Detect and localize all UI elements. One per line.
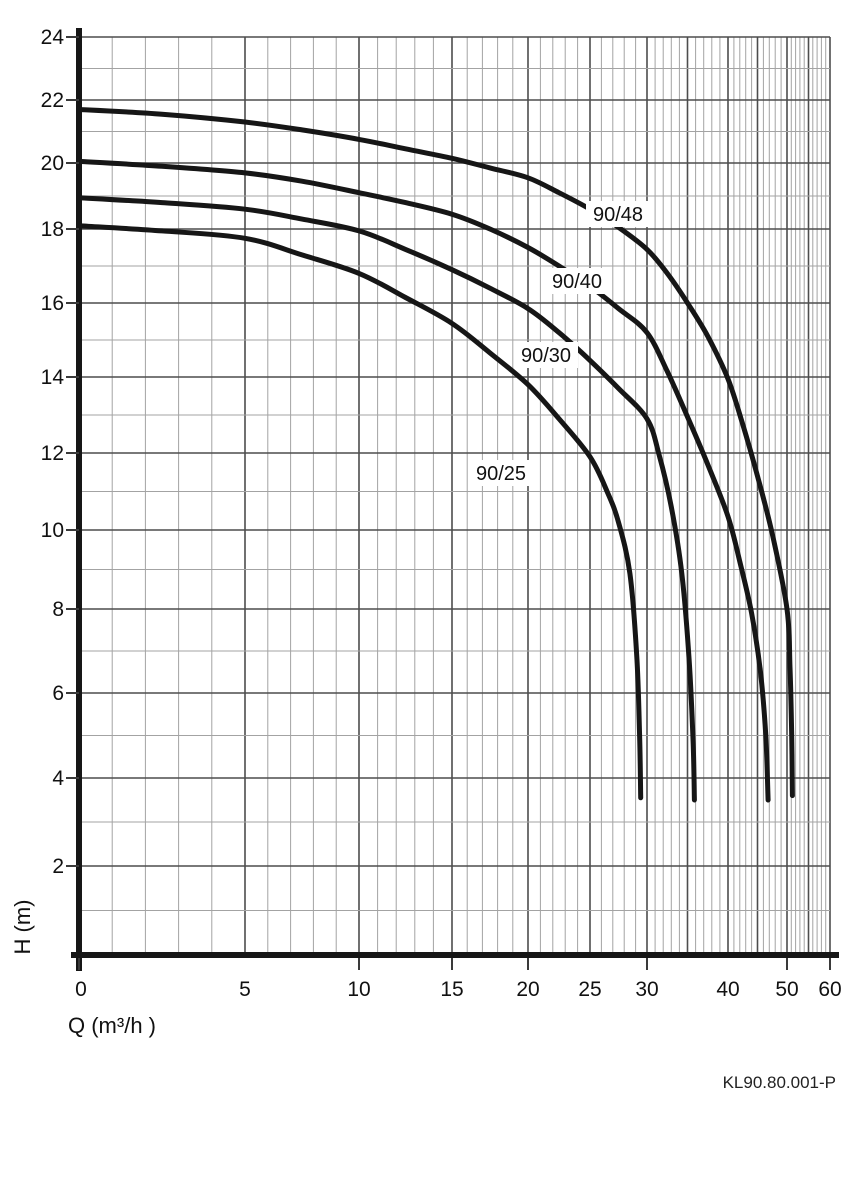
x-tick-label: 40 <box>716 978 739 1001</box>
y-tick-label: 6 <box>52 682 64 705</box>
x-axis-title: Q (m³/h ) <box>68 1013 156 1038</box>
y-tick-label: 2 <box>52 855 64 878</box>
y-axis-title: H (m) <box>10 900 35 955</box>
y-tick-label: 12 <box>41 442 64 465</box>
x-tick-label: 0 <box>75 978 87 1001</box>
x-tick-label: 30 <box>635 978 658 1001</box>
y-tick-label: 18 <box>41 218 64 241</box>
y-tick-label: 8 <box>52 598 64 621</box>
y-tick-label: 22 <box>41 89 64 112</box>
pump-curve-90-48 <box>76 107 795 799</box>
x-tick-label: 60 <box>818 978 841 1001</box>
curve-label: 90/30 <box>521 345 571 367</box>
y-tick-label: 10 <box>41 519 64 542</box>
y-tick-label: 4 <box>52 767 64 790</box>
x-tick-label: 20 <box>516 978 539 1001</box>
pump-curves <box>76 107 795 803</box>
curve-labels: 90/48 90/40 90/30 90/25 <box>469 201 650 486</box>
x-tick-label: 50 <box>775 978 798 1001</box>
tick-marks <box>66 36 831 970</box>
curve-label-bg <box>545 268 609 294</box>
x-tick-label: 15 <box>440 978 463 1001</box>
y-tick-label: 24 <box>41 26 65 49</box>
axes <box>71 28 839 971</box>
x-tick-label: 5 <box>239 978 251 1001</box>
pump-curve-90-25 <box>76 223 644 801</box>
curve-label: 90/40 <box>552 271 602 293</box>
curve-label-bg <box>514 342 578 368</box>
x-tick-label: 10 <box>347 978 370 1001</box>
y-tick-label: 20 <box>41 152 64 175</box>
y-tick-label: 14 <box>41 366 65 389</box>
curve-label: 90/25 <box>476 463 526 485</box>
x-tick-label: 25 <box>578 978 601 1001</box>
curve-label: 90/48 <box>593 204 643 226</box>
y-tick-label: 16 <box>41 292 64 315</box>
pump-curve-90-30 <box>76 195 697 803</box>
curve-label-bg <box>469 460 533 486</box>
curve-label-bg <box>586 201 650 227</box>
grid <box>78 36 831 955</box>
figure-code: KL90.80.001-P <box>723 1073 836 1092</box>
